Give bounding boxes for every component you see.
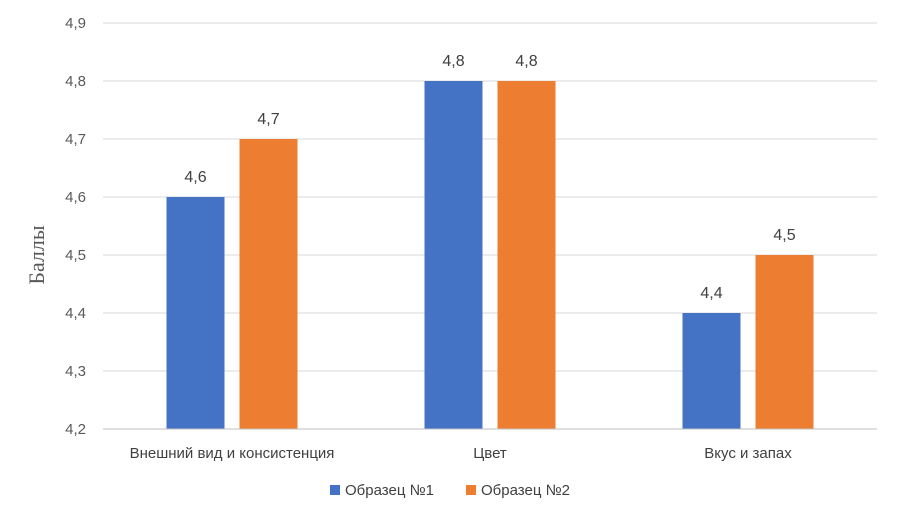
y-tick-label: 4,4: [65, 305, 86, 322]
y-tick-label: 4,3: [65, 363, 86, 380]
data-label: 4,8: [515, 53, 537, 70]
legend-item-label: Образец №2: [481, 482, 570, 499]
y-axis: 4,2 4,3 4,4 4,5 4,6 4,7 4,8 4,9: [65, 15, 86, 438]
x-category-label: Вкус и запах: [704, 445, 792, 462]
bar-series2-cat2: [497, 81, 556, 429]
bar-series1-cat1: [166, 197, 225, 429]
gridlines: [103, 22, 877, 372]
legend-swatch: [466, 485, 476, 495]
y-tick-label: 4,8: [65, 73, 86, 90]
legend-item-label: Образец №1: [345, 482, 434, 499]
legend-swatch: [330, 485, 340, 495]
y-tick-label: 4,7: [65, 131, 86, 148]
data-label: 4,8: [442, 53, 464, 70]
data-label: 4,6: [184, 169, 206, 186]
data-label: 4,5: [773, 227, 795, 244]
y-tick-label: 4,2: [65, 421, 86, 438]
bar-series2-cat3: [755, 255, 814, 429]
legend: Образец №1 Образец №2: [330, 482, 570, 499]
x-axis: Внешний вид и консистенция Цвет Вкус и зап…: [103, 428, 877, 462]
data-labels: 4,6 4,7 4,8 4,8 4,4 4,5: [184, 53, 795, 302]
x-category-label: Внешний вид и консистенция: [130, 445, 335, 462]
x-category-label: Цвет: [473, 445, 507, 462]
bars: [166, 81, 814, 429]
data-label: 4,7: [257, 111, 279, 128]
y-tick-label: 4,5: [65, 247, 86, 264]
bar-series1-cat2: [424, 81, 483, 429]
y-tick-label: 4,9: [65, 15, 86, 32]
bar-series2-cat1: [239, 139, 298, 429]
bar-series1-cat3: [682, 313, 741, 429]
data-label: 4,4: [700, 285, 722, 302]
y-axis-title: Баллы: [24, 225, 49, 285]
y-tick-label: 4,6: [65, 189, 86, 206]
